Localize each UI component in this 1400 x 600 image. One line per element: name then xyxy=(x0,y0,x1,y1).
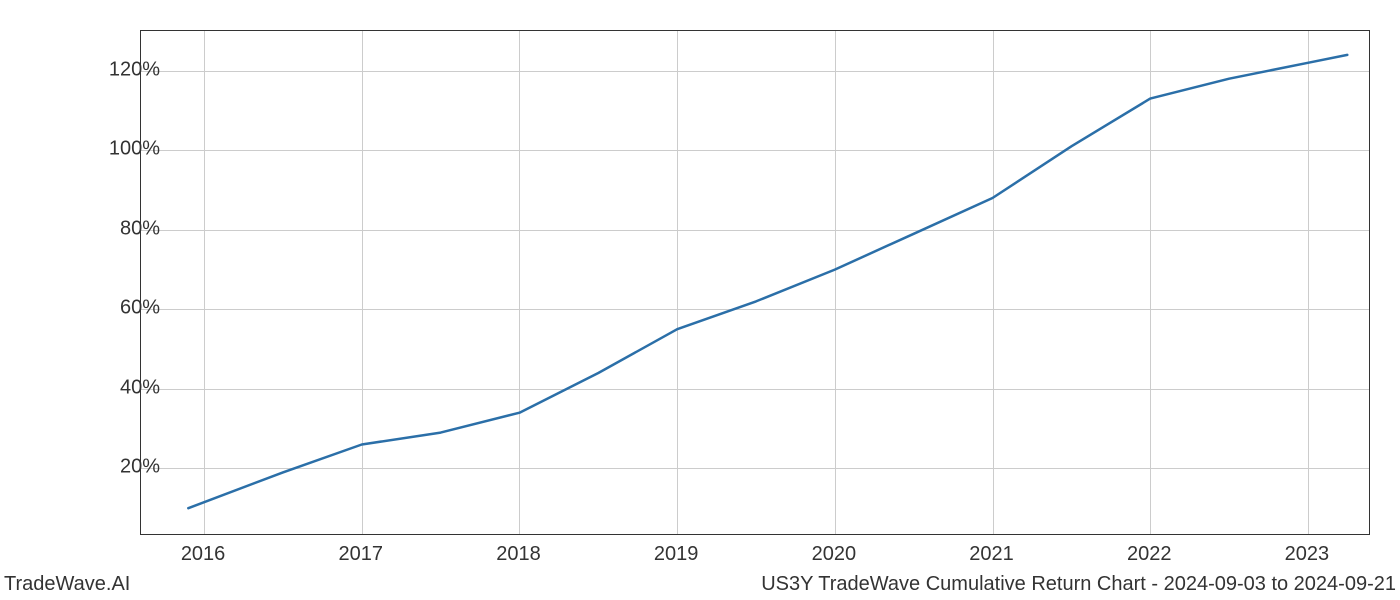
x-axis-tick-label: 2018 xyxy=(496,543,541,566)
y-axis-tick-label: 120% xyxy=(80,58,160,81)
y-axis-tick-label: 80% xyxy=(80,217,160,240)
x-axis-tick-label: 2017 xyxy=(339,543,384,566)
footer-brand: TradeWave.AI xyxy=(4,573,130,596)
x-axis-tick-label: 2019 xyxy=(654,543,699,566)
chart-container xyxy=(140,30,1370,535)
y-axis-tick-label: 60% xyxy=(80,297,160,320)
series-line-cumulative-return xyxy=(188,55,1347,508)
x-axis-tick-label: 2023 xyxy=(1285,543,1330,566)
y-axis-tick-label: 40% xyxy=(80,376,160,399)
y-axis-tick-label: 100% xyxy=(80,138,160,161)
x-axis-tick-label: 2022 xyxy=(1127,543,1172,566)
x-axis-tick-label: 2016 xyxy=(181,543,226,566)
x-axis-tick-label: 2020 xyxy=(812,543,857,566)
plot-area xyxy=(140,30,1370,535)
x-axis-tick-label: 2021 xyxy=(969,543,1014,566)
line-chart-svg xyxy=(141,31,1371,536)
footer-caption: US3Y TradeWave Cumulative Return Chart -… xyxy=(761,573,1396,596)
y-axis-tick-label: 20% xyxy=(80,456,160,479)
